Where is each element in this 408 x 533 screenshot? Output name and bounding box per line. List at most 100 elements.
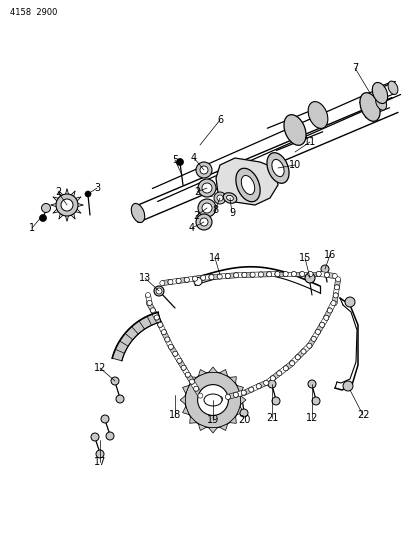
Circle shape xyxy=(61,199,73,211)
Text: 4: 4 xyxy=(191,153,197,163)
Circle shape xyxy=(311,336,316,341)
Circle shape xyxy=(242,272,247,277)
Polygon shape xyxy=(271,372,281,380)
Circle shape xyxy=(197,385,228,415)
Text: 22: 22 xyxy=(357,410,369,420)
Polygon shape xyxy=(236,272,244,278)
Polygon shape xyxy=(229,377,236,384)
Circle shape xyxy=(300,271,305,277)
Circle shape xyxy=(194,386,199,391)
Circle shape xyxy=(332,301,337,306)
Ellipse shape xyxy=(226,196,233,200)
Text: 17: 17 xyxy=(94,457,106,467)
Ellipse shape xyxy=(272,159,284,176)
Circle shape xyxy=(168,279,173,285)
Circle shape xyxy=(333,273,337,278)
Circle shape xyxy=(91,433,99,441)
Circle shape xyxy=(319,322,325,327)
Polygon shape xyxy=(320,317,328,326)
Circle shape xyxy=(308,271,313,277)
Circle shape xyxy=(268,380,276,388)
Circle shape xyxy=(42,204,51,213)
Polygon shape xyxy=(241,395,246,405)
Circle shape xyxy=(316,271,321,276)
Circle shape xyxy=(324,316,329,320)
Circle shape xyxy=(295,354,300,360)
Circle shape xyxy=(185,372,190,377)
Circle shape xyxy=(169,344,174,349)
Circle shape xyxy=(217,274,222,279)
Circle shape xyxy=(200,218,208,226)
Circle shape xyxy=(290,360,295,366)
Circle shape xyxy=(226,394,231,399)
Circle shape xyxy=(249,387,254,392)
Text: 11: 11 xyxy=(304,137,316,147)
Circle shape xyxy=(290,361,295,366)
Circle shape xyxy=(242,272,247,277)
Circle shape xyxy=(176,278,181,284)
Polygon shape xyxy=(258,381,267,389)
Ellipse shape xyxy=(236,168,260,202)
Polygon shape xyxy=(302,344,311,353)
Circle shape xyxy=(150,308,155,313)
Polygon shape xyxy=(227,392,237,399)
Ellipse shape xyxy=(284,115,306,146)
Circle shape xyxy=(85,191,91,197)
Ellipse shape xyxy=(131,204,145,223)
Circle shape xyxy=(284,366,288,370)
Polygon shape xyxy=(112,312,161,361)
Circle shape xyxy=(111,377,119,385)
Circle shape xyxy=(242,391,246,395)
Circle shape xyxy=(202,183,212,193)
Text: 15: 15 xyxy=(299,253,311,263)
Circle shape xyxy=(162,330,166,335)
Circle shape xyxy=(158,322,163,327)
Circle shape xyxy=(173,351,178,356)
Polygon shape xyxy=(190,416,197,423)
Circle shape xyxy=(320,322,325,327)
Polygon shape xyxy=(182,407,189,415)
Circle shape xyxy=(198,199,216,217)
Polygon shape xyxy=(162,279,171,286)
Text: 8: 8 xyxy=(212,205,218,215)
Circle shape xyxy=(146,301,151,306)
Circle shape xyxy=(316,271,321,277)
Circle shape xyxy=(345,297,355,307)
Ellipse shape xyxy=(241,175,255,195)
Circle shape xyxy=(165,337,170,342)
Polygon shape xyxy=(312,330,320,340)
Ellipse shape xyxy=(267,152,289,183)
Circle shape xyxy=(184,277,189,282)
Polygon shape xyxy=(155,317,162,326)
Ellipse shape xyxy=(373,83,388,103)
Polygon shape xyxy=(290,356,299,365)
Circle shape xyxy=(264,381,268,385)
Polygon shape xyxy=(151,309,159,319)
Circle shape xyxy=(233,273,238,278)
Text: 19: 19 xyxy=(207,415,219,425)
Circle shape xyxy=(291,271,297,277)
Polygon shape xyxy=(147,302,155,311)
Ellipse shape xyxy=(204,394,222,406)
Circle shape xyxy=(271,376,275,381)
Text: 2: 2 xyxy=(55,187,61,197)
Polygon shape xyxy=(296,350,305,359)
Circle shape xyxy=(147,301,152,305)
Circle shape xyxy=(327,308,332,313)
Circle shape xyxy=(258,272,264,277)
Ellipse shape xyxy=(223,193,237,203)
Text: 10: 10 xyxy=(289,160,301,170)
Ellipse shape xyxy=(360,93,380,122)
Circle shape xyxy=(160,280,165,286)
Polygon shape xyxy=(220,424,228,431)
Circle shape xyxy=(250,272,255,277)
Polygon shape xyxy=(203,274,211,280)
Polygon shape xyxy=(332,295,338,304)
Circle shape xyxy=(315,329,320,334)
Text: 9: 9 xyxy=(229,208,235,218)
Polygon shape xyxy=(277,271,286,277)
Polygon shape xyxy=(212,396,220,402)
Text: 2: 2 xyxy=(194,187,200,197)
Polygon shape xyxy=(216,158,278,205)
Circle shape xyxy=(96,450,104,458)
